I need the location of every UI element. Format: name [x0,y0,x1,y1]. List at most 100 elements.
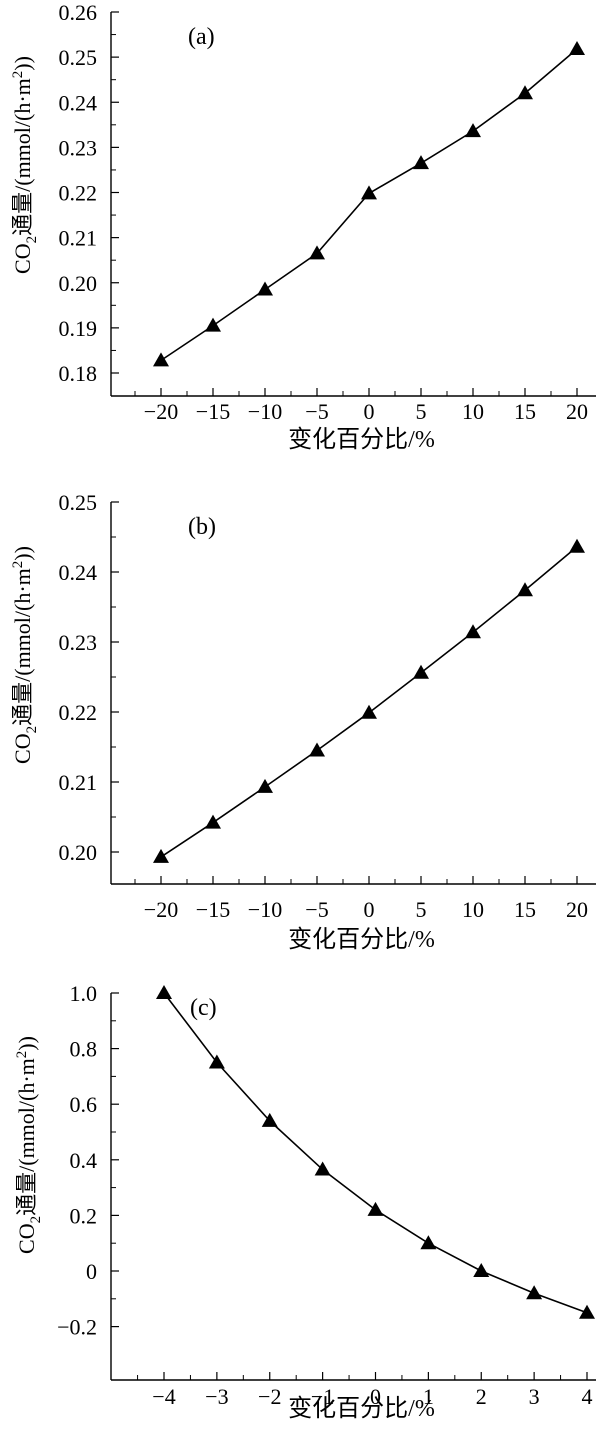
y-tick-label: 0.24 [59,560,98,585]
data-point [156,985,172,999]
y-tick-label: 0.21 [59,226,98,251]
x-axis-title: 变化百分比/% [288,426,435,453]
chart-panel-c: −0.2 0 0.2 0.4 0.6 0.8 1.0 −4 −3 −2 −1 0 1 2 3 4 变化百分比/%… [14,981,596,1422]
y-axis-title-part: 2 [10,71,26,79]
y-axis-title-part: )) [10,56,35,71]
data-point [205,317,221,332]
y-axis-title: CO2通量/(mmol/(h·m2)) [14,1036,44,1254]
y-tick-label: 0.22 [59,700,98,725]
y-tick-label: 0.8 [70,1037,98,1062]
y-axis-title: CO2通量/(mmol/(h·m2)) [10,546,40,764]
y-axis-title-part: )) [14,1036,39,1051]
data-point [314,1161,331,1176]
y-tick-label: 0.18 [59,361,98,386]
data-point [257,778,273,793]
x-tick-label: −15 [196,399,230,424]
x-tick-label: −5 [305,897,328,922]
x-tick-label: 0 [364,897,375,922]
x-tick-label: 5 [416,399,427,424]
y-tick-label: 0.23 [59,135,98,160]
x-tick-label: −4 [152,1384,175,1409]
panel-label: (b) [188,514,216,540]
x-tick-label: 0 [370,1384,381,1409]
x-tick-label: 20 [566,399,588,424]
x-tick-label: 10 [462,399,484,424]
data-point [579,1304,595,1319]
data-point [257,281,273,296]
y-tick-label: 0.22 [59,181,98,206]
y-tick-label: 0.6 [70,1092,98,1117]
x-tick-label: −10 [248,897,282,922]
x-tick-label: −1 [311,1384,334,1409]
y-axis-title-part: CO [10,243,35,274]
y-tick-label: 0.21 [59,770,98,795]
data-point [309,742,325,757]
data-point [261,1112,278,1127]
data-line [160,546,578,858]
y-tick-label: 0.23 [59,630,98,655]
data-point [569,538,585,553]
y-tick-label: 0.20 [59,840,98,865]
y-tick-label: 1.0 [70,981,98,1006]
data-point [517,582,533,597]
y-tick-label: 0.25 [59,490,98,515]
y-axis-title-part: 通量/(mmol/(h·m [10,568,35,726]
data-point [517,85,533,100]
y-tick-label: 0.19 [59,316,98,341]
y-axis-title-part: 2 [14,1051,30,1059]
x-tick-label: 4 [582,1384,593,1409]
data-point [361,185,377,200]
x-tick-label: 1 [423,1384,434,1409]
x-tick-label: 5 [416,897,427,922]
y-tick-label: 0.4 [70,1148,98,1173]
y-tick-label: 0.20 [59,271,98,296]
y-axis-title-part: CO [14,1223,39,1254]
y-axis-title-part: )) [10,546,35,561]
data-point [569,41,585,56]
data-line [163,992,588,1314]
data-point [367,1201,384,1216]
x-axis-title: 变化百分比/% [288,1395,435,1422]
x-tick-label: 10 [462,897,484,922]
data-point [420,1235,437,1250]
y-tick-label: 0.26 [59,0,98,25]
chart-panel-a: 0.180.190.200.210.220.230.240.250.26−20−… [10,0,596,453]
data-point [413,664,429,679]
data-line [160,48,578,362]
data-point [465,624,481,639]
x-tick-label: −10 [248,399,282,424]
data-point [153,352,169,367]
y-axis-title-part: CO [10,733,35,764]
data-point [153,848,169,863]
x-tick-label: −15 [196,897,230,922]
x-axis-title: 变化百分比/% [288,926,435,953]
y-axis-title-part: 2 [28,1216,44,1224]
x-tick-label: −5 [305,399,328,424]
y-axis-title-part: 通量/(mmol/(h·m [14,1058,39,1216]
data-point [208,1054,225,1069]
x-tick-label: 20 [566,897,588,922]
data-point [473,1263,490,1277]
x-tick-label: 15 [514,897,536,922]
x-tick-label: −3 [205,1384,228,1409]
x-tick-label: −20 [144,399,178,424]
panel-label: (c) [190,995,217,1021]
panel-label: (a) [188,24,215,50]
x-tick-label: 2 [476,1384,487,1409]
chart-panel-b: 0.20 0.21 0.22 0.23 0.24 0.25 −20 −15 −10 −5 0 5 10 1… [10,490,596,953]
data-point [309,245,325,260]
y-tick-label: 0.24 [59,90,98,115]
x-tick-label: −2 [258,1384,281,1409]
data-point [526,1285,543,1300]
x-tick-label: 0 [364,399,375,424]
y-tick-label: −0.2 [57,1315,97,1340]
x-tick-label: −20 [144,897,178,922]
y-axis-title-part: 2 [24,726,40,734]
data-point [465,123,481,138]
y-axis-title-part: 2 [10,561,26,569]
y-tick-label: 0.2 [70,1203,98,1228]
data-point [413,155,429,170]
x-tick-label: 15 [514,399,536,424]
